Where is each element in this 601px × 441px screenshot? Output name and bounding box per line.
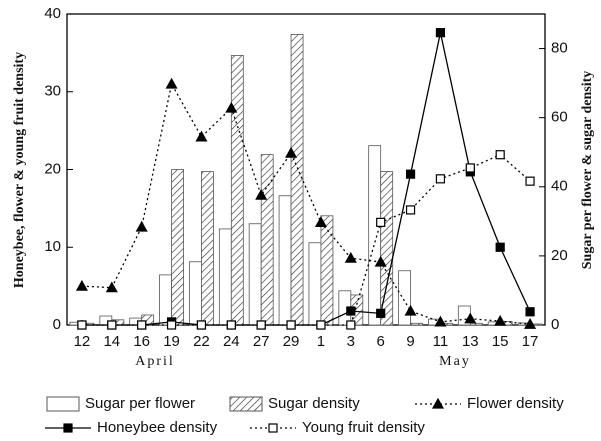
line-marker: [137, 320, 147, 330]
x-tick-label: 27: [253, 333, 270, 350]
bar: [320, 215, 334, 326]
legend-swatch: [229, 396, 263, 412]
x-tick-label: 9: [406, 333, 414, 350]
line-marker: [374, 255, 387, 267]
bar: [248, 223, 262, 326]
line-marker: [165, 77, 178, 89]
line-marker: [404, 304, 417, 316]
x-tick-label: 22: [193, 333, 210, 350]
x-tick-label: 12: [74, 333, 91, 350]
line-marker: [135, 220, 148, 232]
line-marker: [196, 320, 207, 330]
bar: [218, 228, 232, 326]
line-marker: [525, 307, 535, 317]
y-tick-label: 0: [53, 316, 61, 333]
line-marker: [525, 176, 535, 186]
x-tick-label: 6: [377, 333, 385, 350]
y2-tick-label: 40: [551, 178, 568, 195]
y2-tick-label: 20: [551, 247, 568, 264]
x-tick-label: 1: [317, 333, 325, 350]
line: [81, 82, 531, 325]
line-marker: [107, 320, 117, 330]
x-tick-label: 29: [283, 333, 300, 350]
legend-label: Sugar per flower: [85, 395, 195, 412]
line: [81, 32, 531, 326]
bar: [171, 169, 184, 326]
x-tick-label: 11: [433, 333, 449, 350]
legend-label: Honeybee density: [97, 419, 218, 436]
bar: [469, 322, 483, 326]
bar: [380, 171, 394, 326]
bar: [189, 261, 202, 326]
line-marker: [166, 320, 177, 330]
y-tick-label: 10: [44, 238, 61, 255]
bar: [410, 322, 423, 326]
line-marker: [225, 101, 238, 113]
x-tick-label: 17: [522, 333, 539, 350]
y2-axis-label: Sugar per flower & sugar density: [580, 71, 595, 269]
line-marker: [405, 205, 416, 215]
month-label: May: [439, 354, 471, 369]
line-marker: [314, 216, 327, 227]
line-marker: [195, 130, 208, 142]
line-marker: [256, 320, 266, 330]
x-tick-label: 15: [492, 333, 509, 350]
line-marker: [435, 28, 446, 38]
line-marker: [346, 306, 356, 316]
legend-marker: [63, 423, 73, 433]
line-marker: [344, 251, 357, 263]
line-marker: [285, 146, 298, 158]
bar: [201, 171, 214, 326]
line-marker: [316, 320, 326, 330]
legend-label: Flower density: [467, 395, 564, 412]
line-marker: [77, 320, 87, 330]
y2-tick-label: 0: [551, 316, 559, 333]
x-tick-label: 19: [163, 333, 180, 350]
line-marker: [495, 242, 505, 252]
line-marker: [226, 320, 236, 330]
bar: [290, 33, 304, 326]
legend-marker: [268, 423, 278, 433]
bar: [368, 145, 382, 326]
x-tick-label: 24: [223, 333, 240, 350]
legend-swatch: [46, 396, 80, 412]
line-marker: [75, 279, 88, 291]
y-tick-label: 20: [44, 160, 61, 177]
line-marker: [405, 169, 416, 179]
bar: [278, 195, 292, 326]
line-marker: [465, 163, 475, 173]
legend-label: Sugar density: [268, 395, 360, 412]
line-marker: [255, 188, 268, 200]
line-marker: [464, 312, 477, 324]
line-marker: [105, 281, 118, 293]
line-marker: [495, 150, 505, 160]
y-axis-label: Honeybee, flower & young fruit density: [12, 52, 27, 288]
legend-marker: [431, 397, 445, 409]
y-tick-label: 40: [44, 5, 61, 22]
line-marker: [434, 315, 447, 327]
bar: [230, 55, 244, 326]
line-marker: [494, 314, 507, 326]
x-tick-label: 3: [347, 333, 355, 350]
line-marker: [524, 317, 537, 329]
x-tick-label: 13: [462, 333, 479, 350]
x-tick-label: 16: [133, 333, 150, 350]
y2-tick-label: 60: [551, 109, 568, 126]
line: [81, 153, 531, 326]
bar: [308, 242, 322, 326]
line-marker: [376, 217, 386, 227]
line-marker: [286, 320, 296, 330]
x-tick-label: 14: [103, 333, 120, 350]
month-label: April: [135, 354, 175, 369]
line-marker: [376, 308, 386, 318]
y-tick-label: 30: [44, 83, 61, 100]
line-marker: [346, 320, 356, 330]
bar: [398, 270, 411, 326]
legend-label: Young fruit density: [302, 419, 425, 436]
line-marker: [435, 174, 446, 184]
y2-tick-label: 80: [551, 40, 568, 57]
